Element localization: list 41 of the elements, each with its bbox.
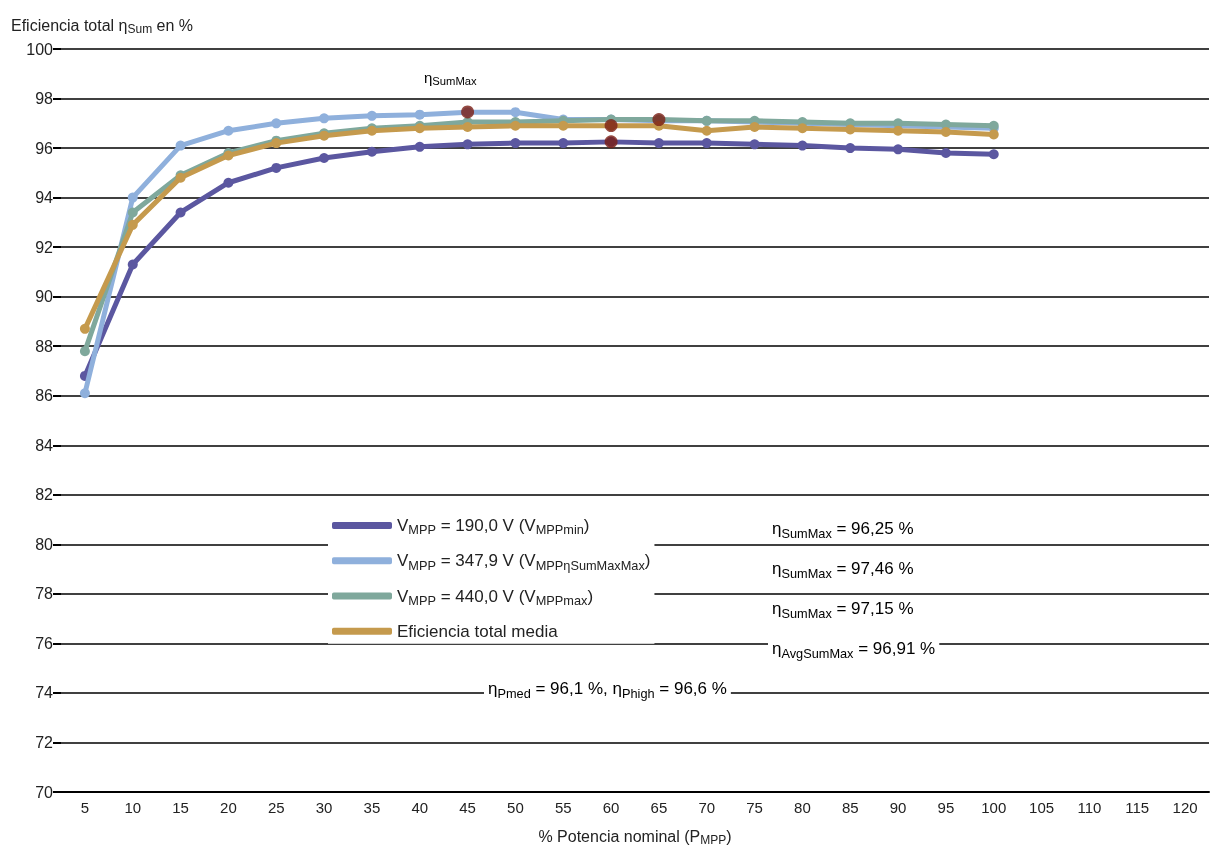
x-tick-label: 50	[507, 799, 524, 816]
y-tick-label: 88	[35, 337, 54, 355]
x-tick-label: 25	[267, 799, 285, 816]
x-tick-label: 40	[411, 799, 429, 816]
y-tick-label: 82	[35, 486, 54, 504]
x-tick-label: 85	[841, 799, 859, 816]
x-tick-label: 10	[124, 799, 142, 816]
x-tick-label: 70	[698, 799, 716, 816]
y-tick-label: 92	[35, 238, 54, 256]
y-tick-label: 100	[26, 40, 54, 58]
x-tick-label: 35	[363, 799, 381, 816]
y-tick-label: 74	[35, 684, 54, 702]
x-tick-label: 115	[1125, 799, 1150, 816]
x-tick-label: 100	[981, 799, 1007, 816]
y-tick-label: 98	[35, 90, 54, 108]
y-tick-label: 78	[35, 585, 54, 603]
y-tick-label: 84	[35, 436, 54, 454]
x-tick-label: 65	[650, 799, 668, 816]
y-tick-label: 94	[35, 189, 54, 207]
x-tick-label: 105	[1029, 799, 1055, 816]
x-tick-label: 30	[315, 799, 333, 816]
x-tick-label: 110	[1077, 799, 1102, 816]
x-tick-label: 75	[746, 799, 763, 816]
y-tick-label: 86	[35, 387, 54, 405]
legend-label: Eficiencia total media	[397, 621, 559, 641]
x-tick-label: 15	[172, 799, 189, 816]
x-tick-label: 55	[554, 799, 572, 816]
x-tick-label: 45	[459, 799, 476, 816]
x-tick-label: 80	[794, 799, 811, 816]
y-tick-label: 76	[35, 634, 54, 652]
y-tick-label: 90	[35, 288, 54, 306]
x-tick-label: 120	[1172, 799, 1198, 816]
x-tick-label: 20	[220, 799, 237, 816]
y-tick-label: 96	[35, 139, 54, 157]
y-tick-label: 72	[35, 733, 54, 751]
y-tick-label: 80	[35, 535, 54, 553]
x-tick-label: 5	[80, 799, 90, 816]
x-tick-label: 60	[602, 799, 620, 816]
x-tick-label: 95	[937, 799, 955, 816]
y-tick-label: 70	[35, 783, 54, 801]
x-tick-label: 90	[889, 799, 907, 816]
